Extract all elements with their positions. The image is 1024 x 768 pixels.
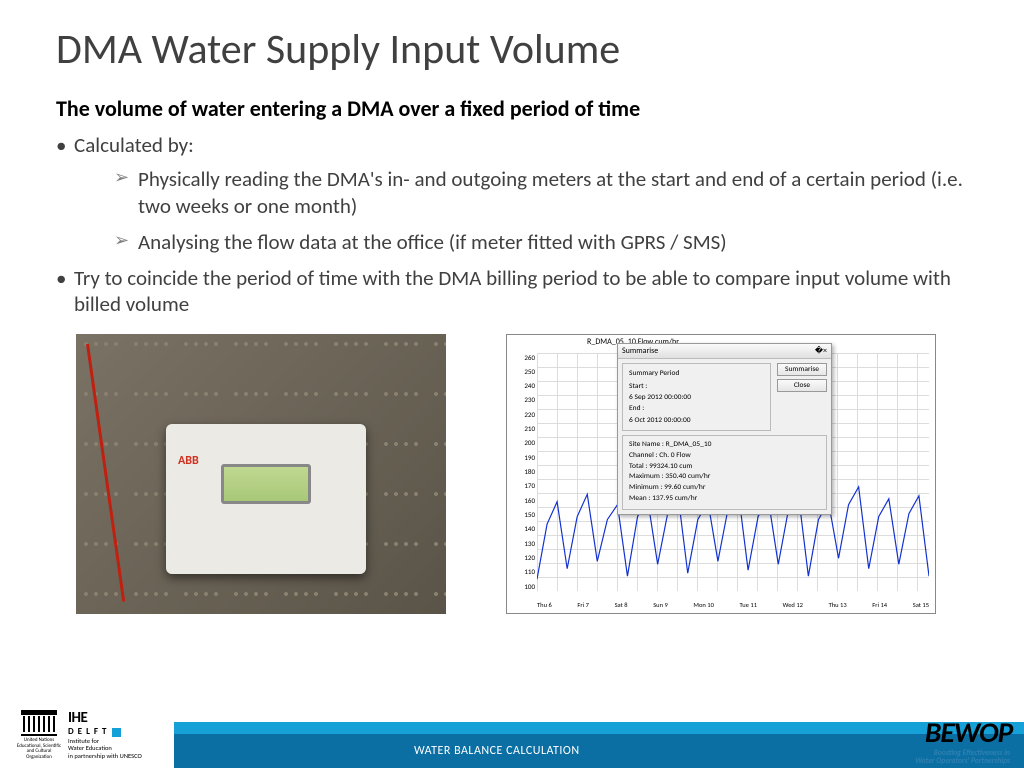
slide-title: DMA Water Supply Input Volume [0,0,1024,87]
y-tick: 220 [511,410,535,419]
bullet-physical-reading: Physically reading the DMA's in- and out… [56,166,968,219]
y-tick: 130 [511,539,535,548]
y-tick: 190 [511,453,535,462]
stat-min-value: 99.60 cum/hr [664,483,705,492]
end-label: End : [629,403,764,414]
ihe-tagline: Institute for Water Education in partner… [68,738,168,760]
lead-text: The volume of water entering a DMA over … [56,95,968,122]
x-tick: Thu 6 [537,601,552,609]
meter-device: ABB [166,424,366,574]
ihe-big-text: IHE [68,710,168,727]
chart-y-axis: 260 250 240 230 220 210 200 190 180 170 160 150 140 1… [511,353,535,591]
stat-mean-value: 137.95 cum/hr [652,494,697,503]
x-tick: Sun 9 [653,601,668,609]
start-value[interactable]: 6 Sep 2012 00:00:00 [629,392,764,403]
y-tick: 170 [511,481,535,490]
dialog-title-text: Summarise [622,346,658,356]
dialog-close-icon[interactable]: �× [815,346,827,356]
y-tick: 250 [511,367,535,376]
unesco-logo: United Nations Educational, Scientific a… [16,710,62,760]
ihe-delft-text: DELFT [68,726,110,737]
stat-mean-label: Mean : [629,494,650,503]
bewop-text: BEWOP [913,715,1013,750]
x-tick: Mon 10 [693,601,713,609]
footer-text: WATER BALANCE CALCULATION [414,744,580,758]
images-row: ABB R_DMA_05_10 Flow cum/hr 260250240230… [0,326,1024,614]
content-area: The volume of water entering a DMA over … [0,87,1024,318]
stat-channel-value: Ch. 0 Flow [659,451,690,460]
bullet-coincide-period: Try to coincide the period of time with … [56,265,968,318]
unesco-text: United Nations Educational, Scientific a… [16,738,62,760]
x-tick: Fri 7 [577,601,589,609]
dialog-titlebar: Summarise �× [618,344,831,359]
stat-max-value: 350.40 cum/hr [665,472,710,481]
y-tick: 180 [511,467,535,476]
x-tick: Wed 12 [783,601,803,609]
y-tick: 230 [511,395,535,404]
start-label: Start : [629,381,764,392]
y-tick: 240 [511,381,535,390]
y-tick: 210 [511,424,535,433]
chart-x-axis: Thu 6 Fri 7 Sat 8 Sun 9 Mon 10 Tue 11 Wed 12 Th… [537,601,929,609]
logo-unesco-ihe: United Nations Educational, Scientific a… [12,706,172,764]
logo-bewop: BEWOP Boosting Effectiveness in Water Op… [915,715,1010,767]
stat-site-value: R_DMA_05_10 [666,440,712,449]
x-tick: Thu 13 [829,601,847,609]
flow-chart: R_DMA_05_10 Flow cum/hr 2602502402302202… [506,334,936,614]
stat-site-label: Site Name : [629,440,664,449]
y-tick: 200 [511,438,535,447]
meter-brand-label: ABB [178,454,199,468]
meter-photo: ABB [76,334,446,614]
summarise-dialog: Summarise �× Summary Period Start : 6 Se… [617,343,832,516]
stat-min-label: Minimum : [629,483,662,492]
end-value[interactable]: 6 Oct 2012 00:00:00 [629,415,764,426]
stat-max-label: Maximum : [629,472,664,481]
y-tick: 150 [511,510,535,519]
summary-period-group: Summary Period Start : 6 Sep 2012 00:00:… [622,363,771,431]
x-tick: Fri 14 [872,601,887,609]
bewop-tag2: Water Operators' Partnerships [915,758,1010,766]
stat-total-value: 99324.10 cum [649,462,692,471]
stat-channel-label: Channel : [629,451,658,460]
x-tick: Sat 15 [913,601,929,609]
y-tick: 260 [511,353,535,362]
summary-period-label: Summary Period [629,368,764,379]
ihe-logo: IHE DELFT Institute for Water Education … [68,710,168,760]
y-tick: 160 [511,496,535,505]
summarise-button[interactable]: Summarise [777,363,827,376]
close-button[interactable]: Close [777,379,827,392]
x-tick: Tue 11 [740,601,757,609]
bullet-calculated-by: Calculated by: [56,132,968,158]
y-tick: 140 [511,524,535,533]
stat-total-label: Total : [629,462,647,471]
y-tick: 120 [511,553,535,562]
bullet-analysing-flow: Analysing the flow data at the office (i… [56,229,968,255]
footer: WATER BALANCE CALCULATION United Nations… [0,722,1024,768]
y-tick: 110 [511,567,535,576]
y-tick: 100 [511,582,535,591]
x-tick: Sat 8 [615,601,628,609]
dialog-stats: Site Name : R_DMA_05_10 Channel : Ch. 0 … [622,435,827,510]
